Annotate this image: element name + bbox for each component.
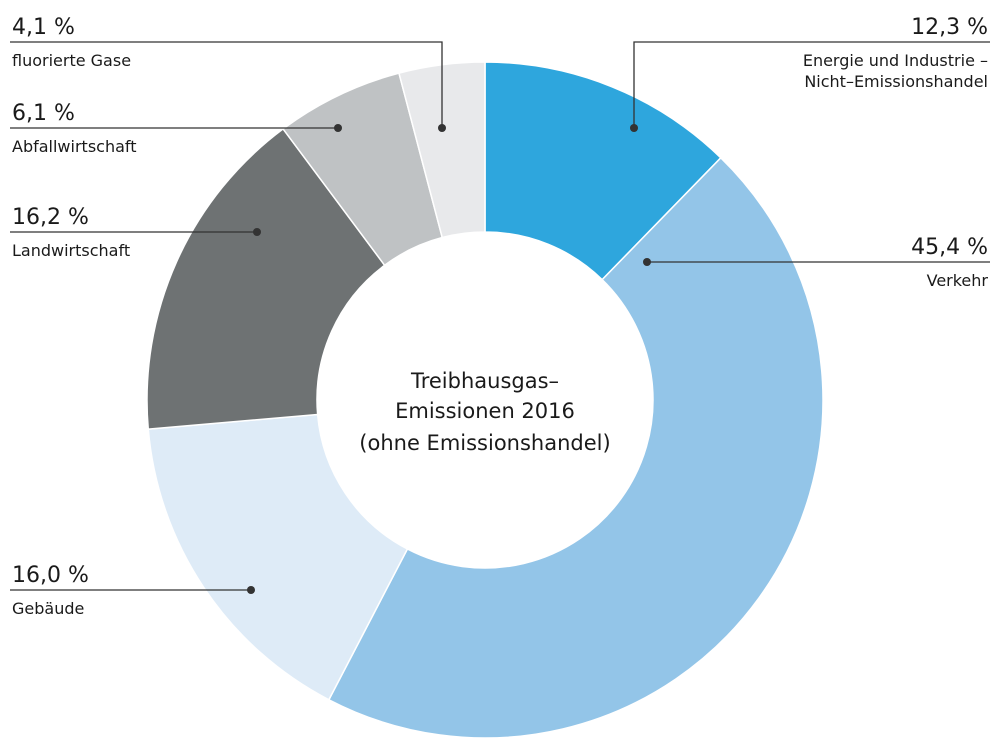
slice: [398, 61, 486, 239]
category-label: Gebäude: [12, 599, 84, 618]
value-label: 16,2 %: [12, 205, 89, 230]
slice: [146, 127, 386, 430]
value-label: 6,1 %: [12, 101, 75, 126]
category-label: Verkehr: [927, 271, 989, 290]
value-label: 16,0 %: [12, 563, 89, 588]
slices: 12,3 % Energie und Industrie – Nicht–Emiss…: [10, 15, 990, 738]
leader-line: [10, 41, 443, 128]
leader-dot: [630, 124, 638, 132]
leader-dot: [438, 124, 446, 132]
category-label: Landwirtschaft: [12, 241, 130, 260]
value-label: 12,3 %: [911, 15, 988, 40]
chart-subtitle: (ohne Emissionshandel): [359, 431, 610, 455]
slice: [484, 61, 722, 281]
leader-dot: [247, 586, 255, 594]
chart-title: Treibhausgas–: [410, 369, 559, 393]
leader-line: [633, 41, 990, 128]
slice: [327, 156, 824, 738]
chart-title: Emissionen 2016: [395, 399, 575, 423]
category-label: fluorierte Gase: [12, 51, 131, 70]
value-label: 4,1 %: [12, 15, 75, 40]
leader-dot: [334, 124, 342, 132]
value-label: 45,4 %: [911, 235, 988, 260]
category-label: Energie und Industrie – Nicht–Emissionsha…: [803, 51, 988, 91]
category-label: Abfallwirtschaft: [12, 137, 137, 156]
slice: [147, 413, 409, 701]
leader-dot: [643, 258, 651, 266]
leader-dot: [253, 228, 261, 236]
